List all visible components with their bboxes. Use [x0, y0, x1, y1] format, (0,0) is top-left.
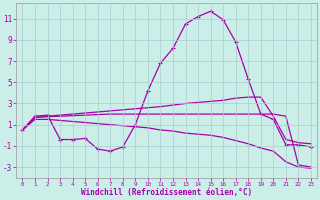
- X-axis label: Windchill (Refroidissement éolien,°C): Windchill (Refroidissement éolien,°C): [81, 188, 252, 197]
